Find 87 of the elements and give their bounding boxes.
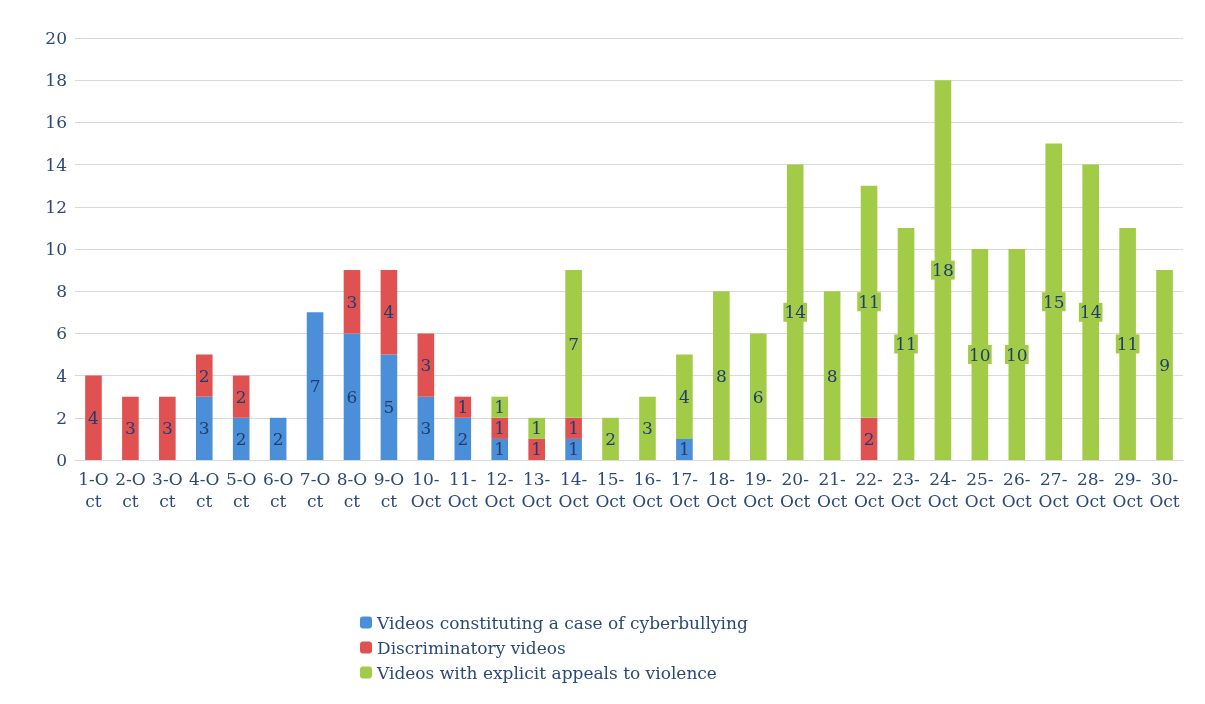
data-label: 2: [235, 428, 247, 449]
x-tick-label: 28-Oct: [1075, 469, 1106, 511]
x-tick-label: 10-Oct: [410, 469, 442, 511]
x-tick-label: 15-Oct: [595, 469, 626, 511]
x-tick-label: 19-Oct: [743, 469, 774, 511]
data-label: 6: [752, 386, 764, 407]
x-tick-label: 12-Oct: [484, 469, 516, 511]
data-label: 3: [198, 418, 210, 439]
data-label: 1: [568, 439, 580, 460]
data-label: 7: [568, 333, 580, 354]
x-tick-label: 21-Oct: [816, 469, 848, 511]
x-tick-label: 29-Oct: [1112, 469, 1143, 511]
data-label: 9: [1159, 355, 1170, 376]
data-label: 3: [161, 418, 173, 439]
y-tick-label: 20: [45, 28, 67, 48]
data-label: 4: [88, 407, 99, 428]
data-label: 1: [568, 418, 580, 439]
x-tick-label: 26-Oct: [1001, 469, 1033, 511]
data-label: 2: [457, 428, 469, 449]
data-label: 11: [858, 291, 880, 312]
data-label: 14: [784, 302, 807, 323]
data-label: 1: [531, 439, 543, 460]
data-label: 3: [420, 418, 432, 439]
x-tick-label: 18-Oct: [706, 469, 737, 511]
x-tick-label: 27-Oct: [1038, 469, 1070, 511]
data-label: 6: [346, 386, 358, 407]
x-tick-label: 11-Oct: [447, 469, 479, 511]
x-tick-label: 24-Oct: [927, 469, 959, 511]
data-label: 1: [678, 439, 690, 460]
data-label: 3: [642, 418, 653, 439]
data-label: 11: [1116, 333, 1139, 354]
y-tick-label: 14: [45, 154, 67, 175]
data-label: 2: [863, 428, 875, 449]
data-label: 3: [420, 355, 432, 376]
data-label: 18: [932, 260, 954, 281]
y-tick-label: 10: [45, 239, 67, 259]
x-tick-label: 22-Oct: [853, 469, 885, 511]
x-tick-label: 17-Oct: [669, 469, 700, 511]
data-label: 3: [124, 418, 136, 439]
x-tick-label: 5-Oct: [225, 469, 257, 511]
data-label: 10: [969, 344, 991, 365]
x-tick-label: 1-Oct: [78, 469, 109, 511]
x-tick-label: 2-Oct: [115, 469, 146, 511]
y-tick-label: 18: [45, 70, 67, 91]
data-label: 14: [1079, 302, 1102, 323]
y-tick-label: 8: [56, 281, 67, 302]
data-label: 2: [272, 428, 284, 449]
x-tick-label: 4-Oct: [189, 469, 220, 511]
x-tick-label: 25-Oct: [964, 469, 996, 511]
y-tick-label: 0: [56, 450, 67, 470]
data-label: 3: [346, 291, 358, 312]
x-tick-label: 20-Oct: [780, 469, 811, 511]
x-tick-label: 14-Oct: [558, 469, 589, 511]
y-tick-label: 12: [45, 196, 67, 217]
data-label: 1: [494, 418, 506, 439]
y-tick-label: 16: [45, 112, 67, 133]
data-label: 4: [678, 386, 690, 407]
legend-label: Videos with explicit appeals to violence: [376, 662, 717, 683]
x-tick-label: 23-Oct: [890, 469, 922, 511]
data-label: 15: [1042, 291, 1065, 312]
data-label: 10: [1005, 344, 1028, 365]
data-label: 8: [826, 365, 838, 386]
data-label: 1: [494, 439, 506, 460]
x-tick-label: 6-Oct: [262, 469, 294, 511]
data-label: 1: [531, 418, 543, 439]
data-label: 2: [235, 386, 247, 407]
y-tick-label: 4: [56, 365, 67, 386]
x-tick-label: 3-Oct: [152, 469, 183, 511]
data-label: 11: [895, 333, 917, 354]
x-tick-label: 16-Oct: [632, 469, 663, 511]
data-label: 1: [457, 397, 469, 418]
x-tick-label: 7-Oct: [299, 469, 331, 511]
data-label: 7: [309, 376, 321, 397]
data-label: 8: [715, 365, 727, 386]
x-tick-label: 30-Oct: [1149, 469, 1180, 511]
data-label: 1: [494, 397, 506, 418]
x-tick-label: 13-Oct: [521, 469, 552, 511]
data-label: 4: [383, 302, 395, 323]
data-label: 2: [198, 365, 210, 386]
data-label: 2: [605, 428, 616, 449]
y-tick-label: 2: [56, 407, 67, 428]
legend-label: Discriminatory videos: [377, 637, 566, 658]
x-tick-label: 8-Oct: [336, 469, 368, 511]
y-tick-label: 6: [56, 323, 67, 344]
legend-label: Videos constituting a case of cyberbullying: [376, 612, 748, 633]
data-label: 5: [383, 397, 395, 418]
x-tick-label: 9-Oct: [373, 469, 405, 511]
